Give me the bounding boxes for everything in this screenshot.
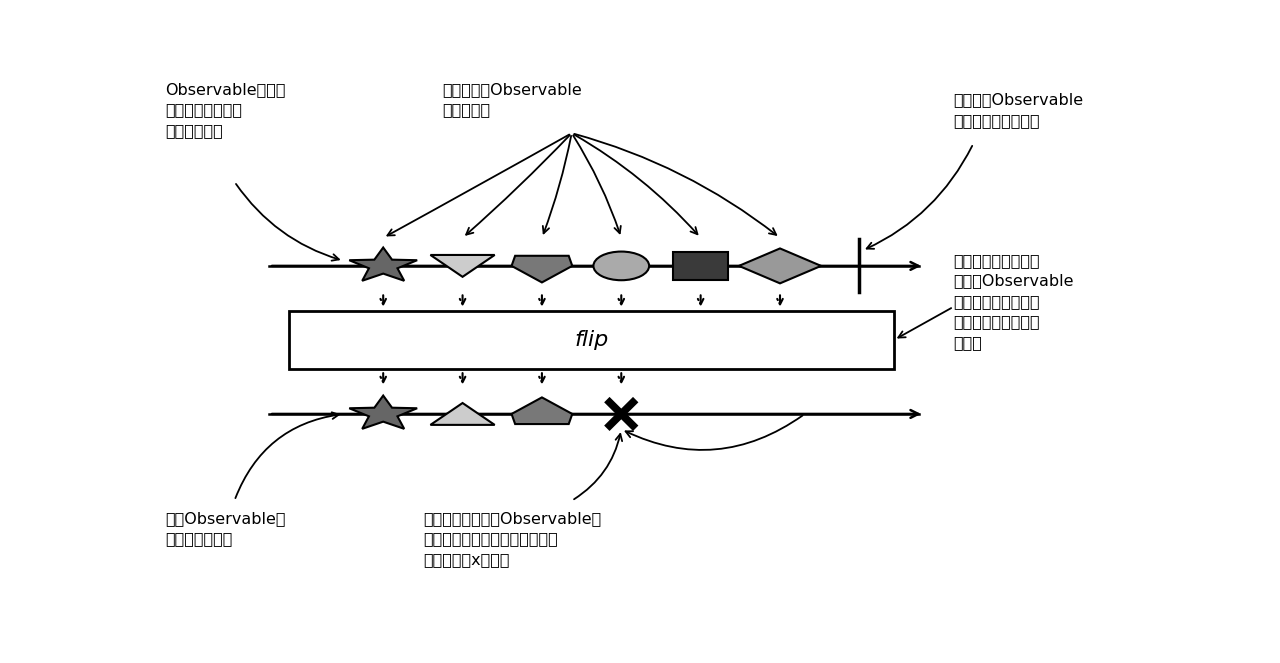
Polygon shape [430, 403, 494, 425]
Polygon shape [512, 397, 572, 424]
Text: 这些虚线和方框表明
正在对Observable
对象进行转换。方框
中的文字是转换的原
始信息: 这些虚线和方框表明 正在对Observable 对象进行转换。方框 中的文字是转… [954, 253, 1074, 350]
Polygon shape [512, 256, 572, 282]
FancyBboxPatch shape [289, 310, 895, 369]
Bar [673, 251, 728, 280]
Polygon shape [739, 249, 820, 283]
Text: 这些都是由Observable
发出的信号: 这些都是由Observable 发出的信号 [443, 82, 582, 117]
Polygon shape [349, 396, 417, 429]
Text: 如果由于某些原因Observable对
象异常终止，抛出了一个错误，
竖线就会被x所替换: 如果由于某些原因Observable对 象异常终止，抛出了一个错误， 竖线就会被… [422, 511, 602, 567]
Polygon shape [349, 247, 417, 280]
Circle shape [594, 251, 649, 280]
Text: flip: flip [575, 330, 609, 350]
Text: 这个Observable是
转换的最终结果: 这个Observable是 转换的最终结果 [165, 511, 285, 546]
Polygon shape [430, 255, 494, 277]
Text: Observable的事件
线，时间流动的方
向为从左至右: Observable的事件 线，时间流动的方 向为从左至右 [165, 82, 285, 138]
Text: 竖线表明Observable
已经成功地执行完毕: 竖线表明Observable 已经成功地执行完毕 [954, 92, 1084, 128]
